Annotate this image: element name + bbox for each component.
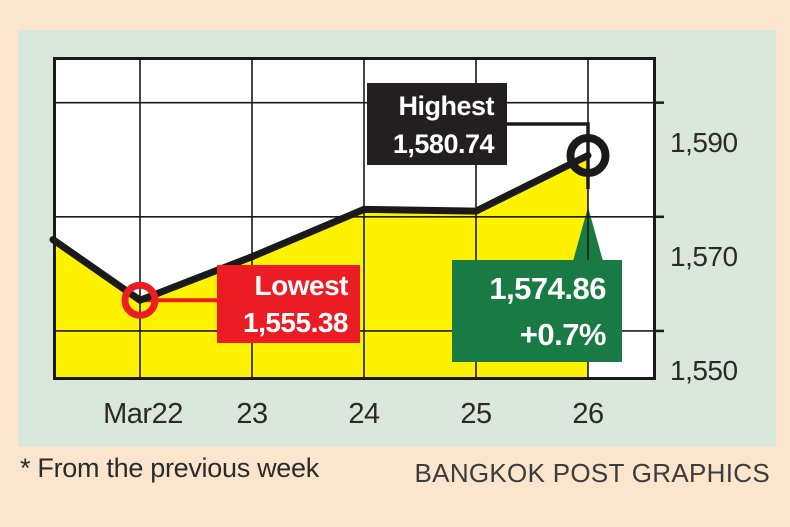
y-axis-label-1590: 1,590 (670, 127, 738, 158)
highest-callout: Highest 1,580.74 (367, 83, 507, 165)
highest-value: 1,580.74 (392, 129, 495, 159)
highest-label: Highest (398, 91, 494, 121)
lowest-label: Lowest (254, 270, 349, 301)
lowest-callout: Lowest 1,555.38 (217, 265, 360, 343)
y-axis-label-1550: 1,550 (670, 355, 738, 386)
highest-marker (566, 133, 610, 177)
close-change: +0.7% (519, 317, 607, 352)
lowest-marker (121, 281, 159, 319)
x-axis-label-mar22: Mar22 (103, 398, 183, 430)
x-axis-label-25: 25 (460, 398, 492, 430)
y-axis-label-1570: 1,570 (670, 241, 738, 272)
close-callout: 1,574.86 +0.7% (452, 260, 622, 362)
x-axis-label-24: 24 (348, 398, 380, 430)
x-axis-label-26: 26 (572, 398, 604, 430)
lowest-value: 1,555.38 (243, 307, 349, 338)
close-value: 1,574.86 (489, 271, 606, 306)
plot-border (53, 57, 656, 380)
footnote: * From the previous week (20, 453, 319, 483)
graphics-credit: BANGKOK POST GRAPHICS (414, 458, 770, 488)
highest-connector (507, 122, 590, 190)
x-axis-label-23: 23 (236, 398, 268, 430)
